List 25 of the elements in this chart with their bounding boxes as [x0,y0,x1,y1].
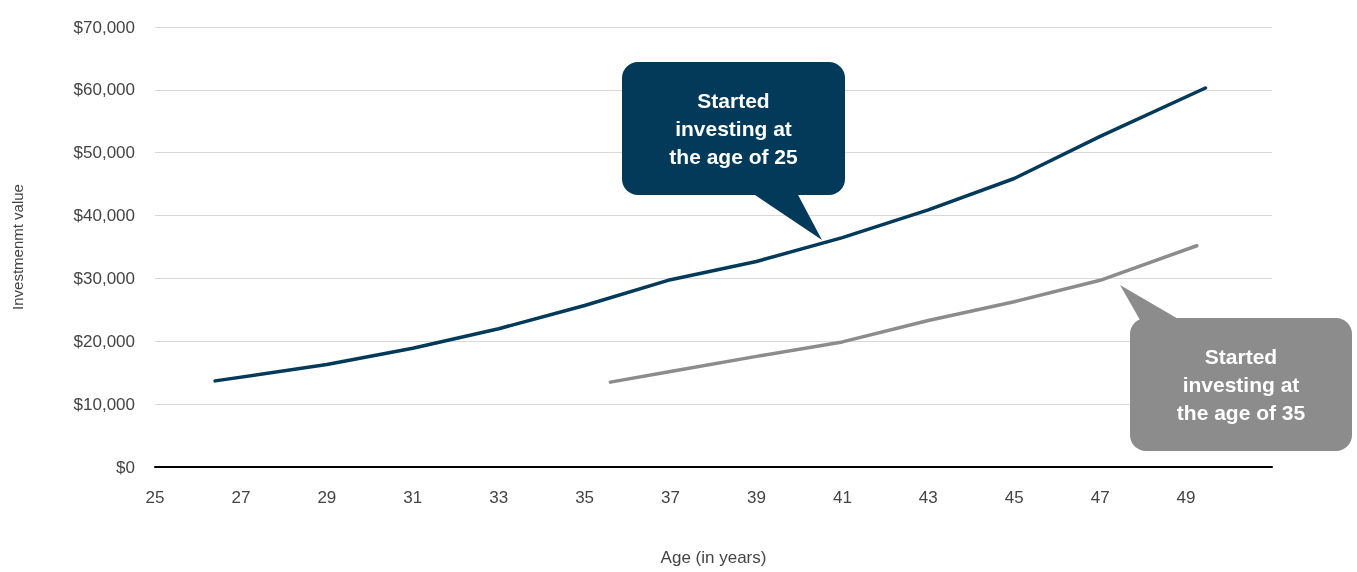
y-tick-label: $60,000 [73,80,135,100]
y-tick-label: $50,000 [73,143,135,163]
x-tick-label: 35 [575,488,595,507]
x-axis-title: Age (in years) [660,548,767,567]
y-tick-label: $10,000 [73,394,135,414]
y-tick-label: $0 [116,457,135,477]
x-tick-label: 27 [231,488,251,507]
x-tick-label: 49 [1176,488,1196,507]
x-tick-label: 37 [661,488,680,507]
x-tick-label: 45 [1004,488,1024,507]
x-tick-label: 41 [832,488,852,507]
x-tick-label: 31 [403,488,423,507]
x-tick-label: 47 [1090,488,1110,507]
x-tick-label: 33 [489,488,509,507]
x-tick-label: 39 [747,488,766,507]
y-tick-label: $40,000 [73,206,135,226]
annotation: Started investing at the age of 35 [1175,343,1307,426]
x-tick-label: 25 [145,488,165,507]
x-tick-label: 43 [918,488,938,507]
x-tick-label: 29 [317,488,337,507]
y-tick-label: $30,000 [73,268,135,288]
annotation: Started investing at the age of 25 [668,87,799,170]
y-tick-label: $70,000 [73,17,135,37]
y-axis-title: Investmenmt value [9,184,26,310]
y-tick-label: $20,000 [73,331,135,351]
